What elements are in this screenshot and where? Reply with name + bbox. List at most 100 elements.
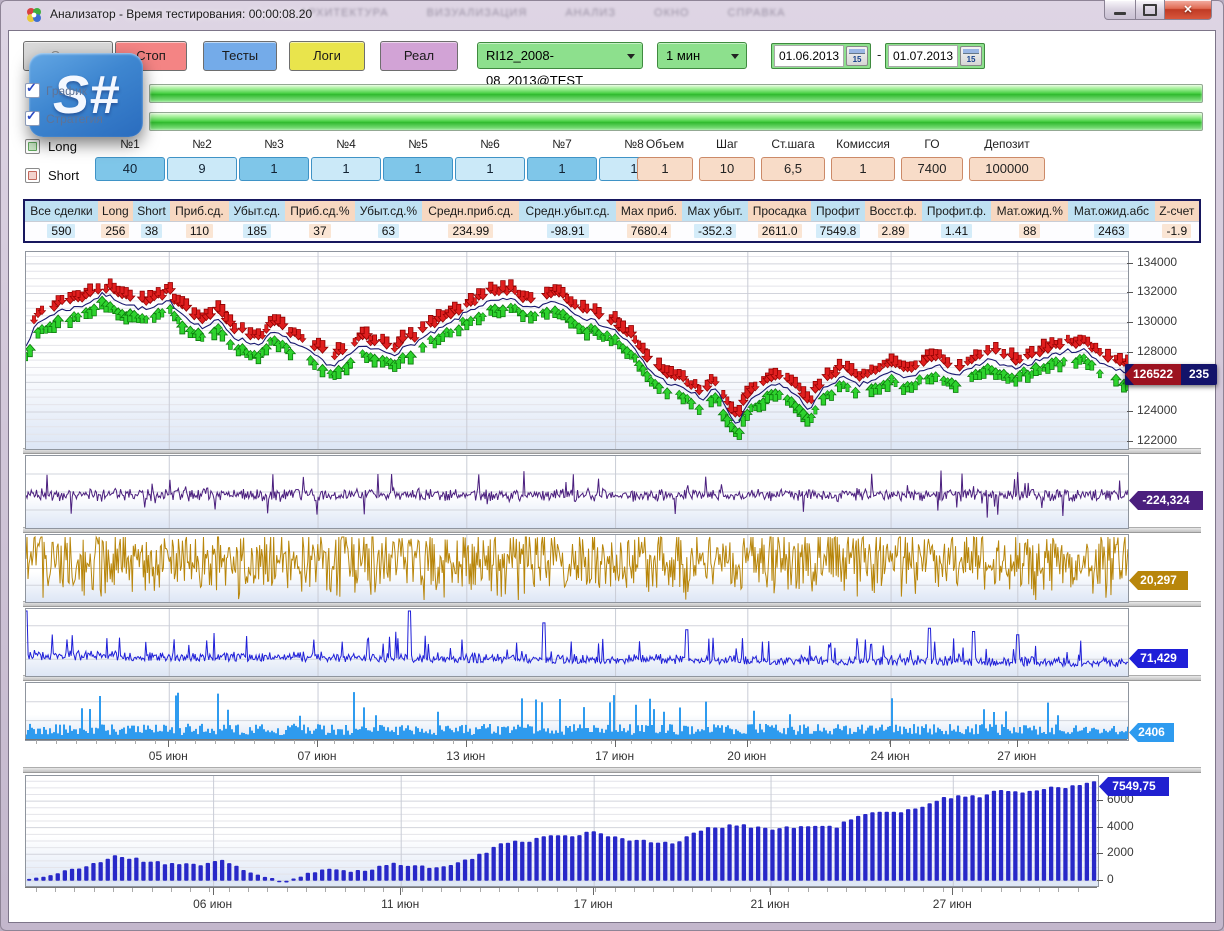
- x-minor-tick: [968, 740, 969, 744]
- setting-value-cell[interactable]: 6,5: [761, 157, 825, 181]
- x-minor-tick: [402, 888, 403, 892]
- x-minor-tick: [36, 740, 37, 744]
- timeframe-select[interactable]: 1 мин: [657, 42, 747, 69]
- x-minor-tick: [229, 888, 230, 892]
- strategy-checkbox[interactable]: ✓: [25, 111, 40, 126]
- x-minor-tick: [267, 888, 268, 892]
- tests-button[interactable]: Тесты: [203, 41, 277, 71]
- x-minor-tick: [287, 888, 288, 892]
- calendar-icon[interactable]: 15: [846, 46, 868, 66]
- strategy-progress-bar: [149, 112, 1203, 131]
- maximize-icon: [1143, 4, 1157, 16]
- param-value-cell[interactable]: 1: [383, 157, 453, 181]
- x-minor-tick: [788, 888, 789, 892]
- close-button[interactable]: ✕: [1165, 0, 1212, 20]
- x-minor-tick: [472, 740, 473, 744]
- setting-value-cell[interactable]: 7400: [901, 157, 963, 181]
- stats-column: Профит7549.8: [811, 201, 864, 241]
- stats-value: 2.89: [878, 224, 909, 238]
- price-chart-panel[interactable]: [25, 251, 1129, 450]
- x-minor-tick: [869, 740, 870, 744]
- param-value-cell[interactable]: 9: [167, 157, 237, 181]
- x-axis-label: 17 июн: [558, 897, 628, 911]
- date-to-field[interactable]: 01.07.2013 15: [885, 43, 985, 69]
- x-minor-tick: [576, 888, 577, 892]
- x-minor-tick: [591, 740, 592, 744]
- x-minor-tick: [518, 888, 519, 892]
- param-value-cell[interactable]: 1: [239, 157, 309, 181]
- stats-header-cell: Убыт.сд.: [229, 201, 286, 222]
- param-value-cell[interactable]: 1: [527, 157, 597, 181]
- strategy-checkbox-label: Стратегия: [46, 112, 103, 126]
- stats-value-cell: 2463: [1068, 222, 1154, 241]
- x-minor-tick: [827, 888, 828, 892]
- x-axis-label: 24 июн: [855, 749, 925, 763]
- x-minor-tick: [532, 740, 533, 744]
- x-minor-tick: [334, 740, 335, 744]
- x-minor-tick: [865, 888, 866, 892]
- x-minor-tick: [923, 888, 924, 892]
- long-checkbox[interactable]: Long: [25, 139, 77, 154]
- x-minor-tick: [345, 888, 346, 892]
- x-minor-tick: [949, 740, 950, 744]
- x-minor-tick: [730, 740, 731, 744]
- y-axis-tick: [1127, 411, 1133, 412]
- maximize-button[interactable]: [1136, 0, 1165, 20]
- last-price-tag: 126522: [1125, 364, 1181, 385]
- param-value-cell[interactable]: 1: [455, 157, 525, 181]
- equity-chart-panel[interactable]: [25, 775, 1099, 887]
- stats-header-cell: Мат.ожид.абс: [1068, 201, 1154, 222]
- x-minor-tick: [76, 740, 77, 744]
- stats-value: 7680.4: [627, 224, 672, 238]
- latency-chart-panel[interactable]: [25, 608, 1129, 677]
- logs-button[interactable]: Логи: [289, 41, 365, 71]
- x-minor-tick: [849, 740, 850, 744]
- x-minor-tick: [651, 740, 652, 744]
- x-minor-tick: [634, 888, 635, 892]
- x-minor-tick: [132, 888, 133, 892]
- x-minor-tick: [209, 888, 210, 892]
- calendar-icon[interactable]: 15: [960, 46, 982, 66]
- x-minor-tick: [1008, 740, 1009, 744]
- stats-column: Средн.приб.сд.234.99: [422, 201, 519, 241]
- param-value-cell[interactable]: 40: [95, 157, 165, 181]
- date-from-field[interactable]: 01.06.2013 15: [771, 43, 871, 69]
- x-minor-tick: [433, 740, 434, 744]
- x-major-tick: [466, 740, 467, 747]
- x-minor-tick: [1039, 888, 1040, 892]
- x-major-tick: [890, 740, 891, 747]
- setting-value-cell[interactable]: 1: [831, 157, 895, 181]
- setting-value-cell[interactable]: 10: [699, 157, 755, 181]
- x-minor-tick: [1068, 740, 1069, 744]
- stats-column: Long256: [98, 201, 133, 241]
- x-minor-tick: [1087, 740, 1088, 744]
- trade-pnl-chart-panel[interactable]: [25, 455, 1129, 529]
- panel-splitter[interactable]: [23, 767, 1201, 773]
- stats-column: Приб.сд.110: [170, 201, 228, 241]
- chart-checkbox[interactable]: ✓: [25, 83, 40, 98]
- x-minor-tick: [215, 740, 216, 744]
- y-axis-tick: [1097, 853, 1103, 854]
- title-bar[interactable]: АРХИТЕКТУРА ВИЗУАЛИЗАЦИЯ АНАЛИЗ ОКНО СПР…: [0, 0, 1224, 30]
- returns-noise-chart-panel[interactable]: [25, 534, 1129, 603]
- setting-value-cell[interactable]: 100000: [969, 157, 1045, 181]
- minimize-button[interactable]: [1104, 0, 1136, 20]
- volume-chart-panel[interactable]: [25, 682, 1129, 741]
- x-minor-tick: [325, 888, 326, 892]
- stats-value-cell: 37: [285, 222, 354, 241]
- date-from-value[interactable]: 01.06.2013: [774, 45, 844, 67]
- param-value-cell[interactable]: 1: [311, 157, 381, 181]
- x-minor-tick: [94, 888, 95, 892]
- long-checkbox-box: [25, 139, 40, 154]
- date-to-value[interactable]: 01.07.2013: [888, 45, 958, 67]
- real-button[interactable]: Реал: [380, 41, 458, 71]
- setting-value-cell[interactable]: 1: [637, 157, 693, 181]
- calendar-header: [963, 49, 979, 54]
- x-minor-tick: [981, 888, 982, 892]
- instrument-select[interactable]: RI12_2008-08_2013@TEST: [477, 42, 643, 69]
- x-minor-tick: [673, 888, 674, 892]
- x-minor-tick: [909, 740, 910, 744]
- x-minor-tick: [885, 888, 886, 892]
- short-checkbox[interactable]: Short: [25, 168, 79, 183]
- x-minor-tick: [808, 888, 809, 892]
